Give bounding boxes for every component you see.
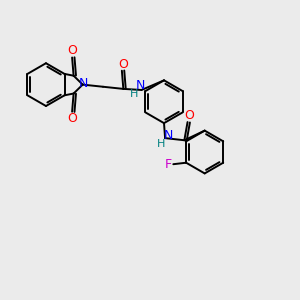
Text: O: O [67, 44, 77, 58]
Text: N: N [164, 129, 173, 142]
Text: N: N [79, 76, 88, 90]
Text: H: H [130, 88, 138, 98]
Text: O: O [184, 109, 194, 122]
Text: H: H [157, 139, 166, 149]
Text: F: F [164, 158, 172, 171]
Text: N: N [135, 79, 145, 92]
Text: O: O [118, 58, 128, 71]
Text: O: O [67, 112, 77, 125]
